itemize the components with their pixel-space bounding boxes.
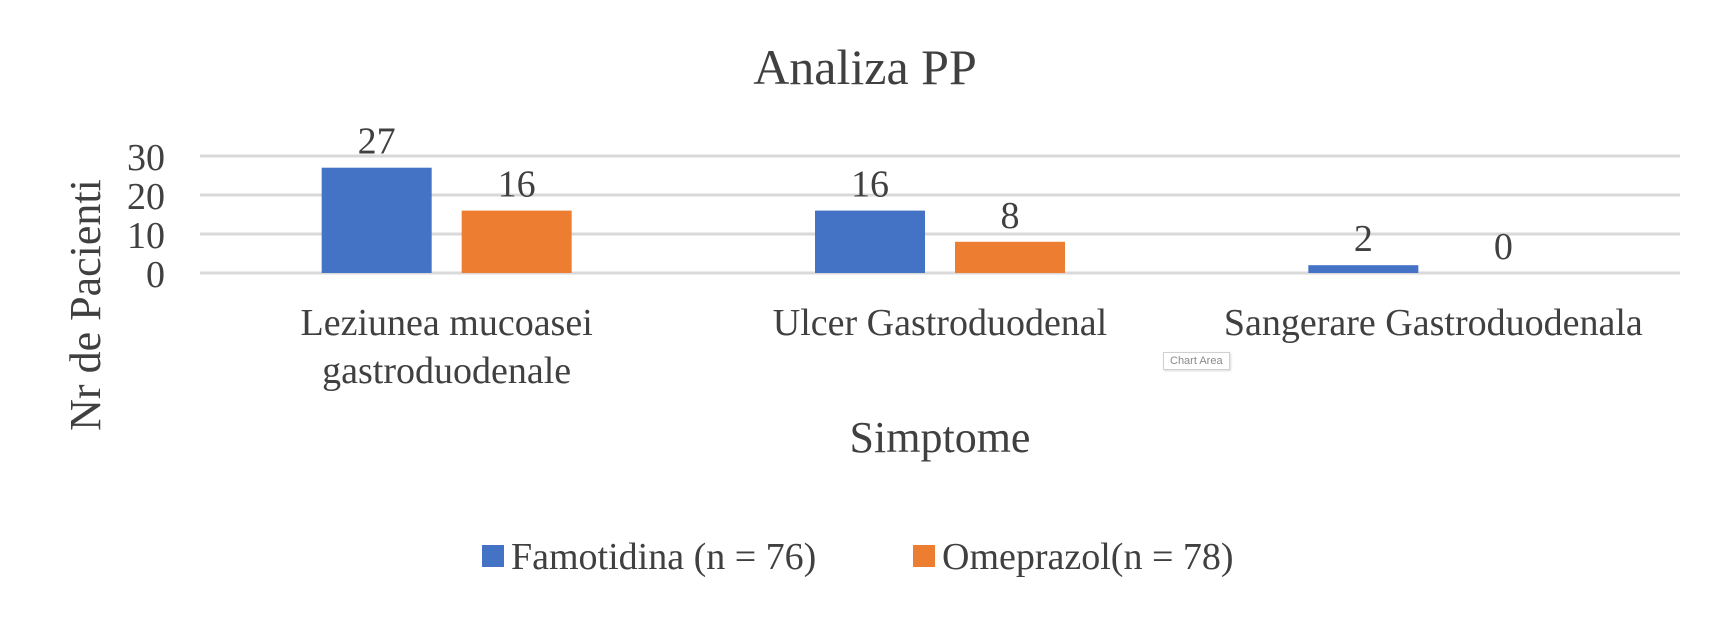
y-tick-label: 30 <box>127 137 165 179</box>
x-axis-label: Simptome <box>850 413 1031 462</box>
bar <box>321 167 432 273</box>
legend-swatch <box>913 545 935 567</box>
y-tick-label: 0 <box>146 254 165 296</box>
data-label: 8 <box>1001 195 1020 237</box>
chart-title: Analiza PP <box>753 39 977 95</box>
y-tick-label: 20 <box>127 176 165 218</box>
gridlines <box>200 154 1680 275</box>
x-tick-label: gastroduodenale <box>322 350 571 392</box>
x-tick-label: Leziunea mucoasei <box>301 302 593 344</box>
legend-label: Famotidina (n = 76) <box>511 536 816 578</box>
bar <box>461 210 572 273</box>
bar <box>955 241 1065 273</box>
y-tick-label: 10 <box>127 215 165 257</box>
legend: Famotidina (n = 76) Omeprazol(n = 78) <box>482 536 1234 578</box>
x-tick-label: Sangerare Gastroduodenala <box>1224 302 1643 344</box>
bar <box>815 210 925 273</box>
data-label: 16 <box>498 164 536 206</box>
bar <box>1308 265 1419 273</box>
data-labels: 27 16 16 8 2 0 <box>358 121 1513 268</box>
legend-label: Omeprazol(n = 78) <box>942 536 1234 578</box>
data-label: 16 <box>851 164 889 206</box>
bars <box>321 167 1419 273</box>
data-label: 0 <box>1494 226 1513 268</box>
data-label: 2 <box>1354 218 1373 260</box>
chart-area-tooltip: Chart Area <box>1163 352 1230 370</box>
x-tick-label: Ulcer Gastroduodenal <box>773 302 1108 344</box>
data-label: 27 <box>358 121 396 163</box>
legend-swatch <box>482 545 504 567</box>
x-tick-labels: Leziunea mucoasei gastroduodenale Ulcer Ga… <box>301 302 1643 392</box>
y-axis-label: Nr de Pacienti <box>61 179 110 431</box>
